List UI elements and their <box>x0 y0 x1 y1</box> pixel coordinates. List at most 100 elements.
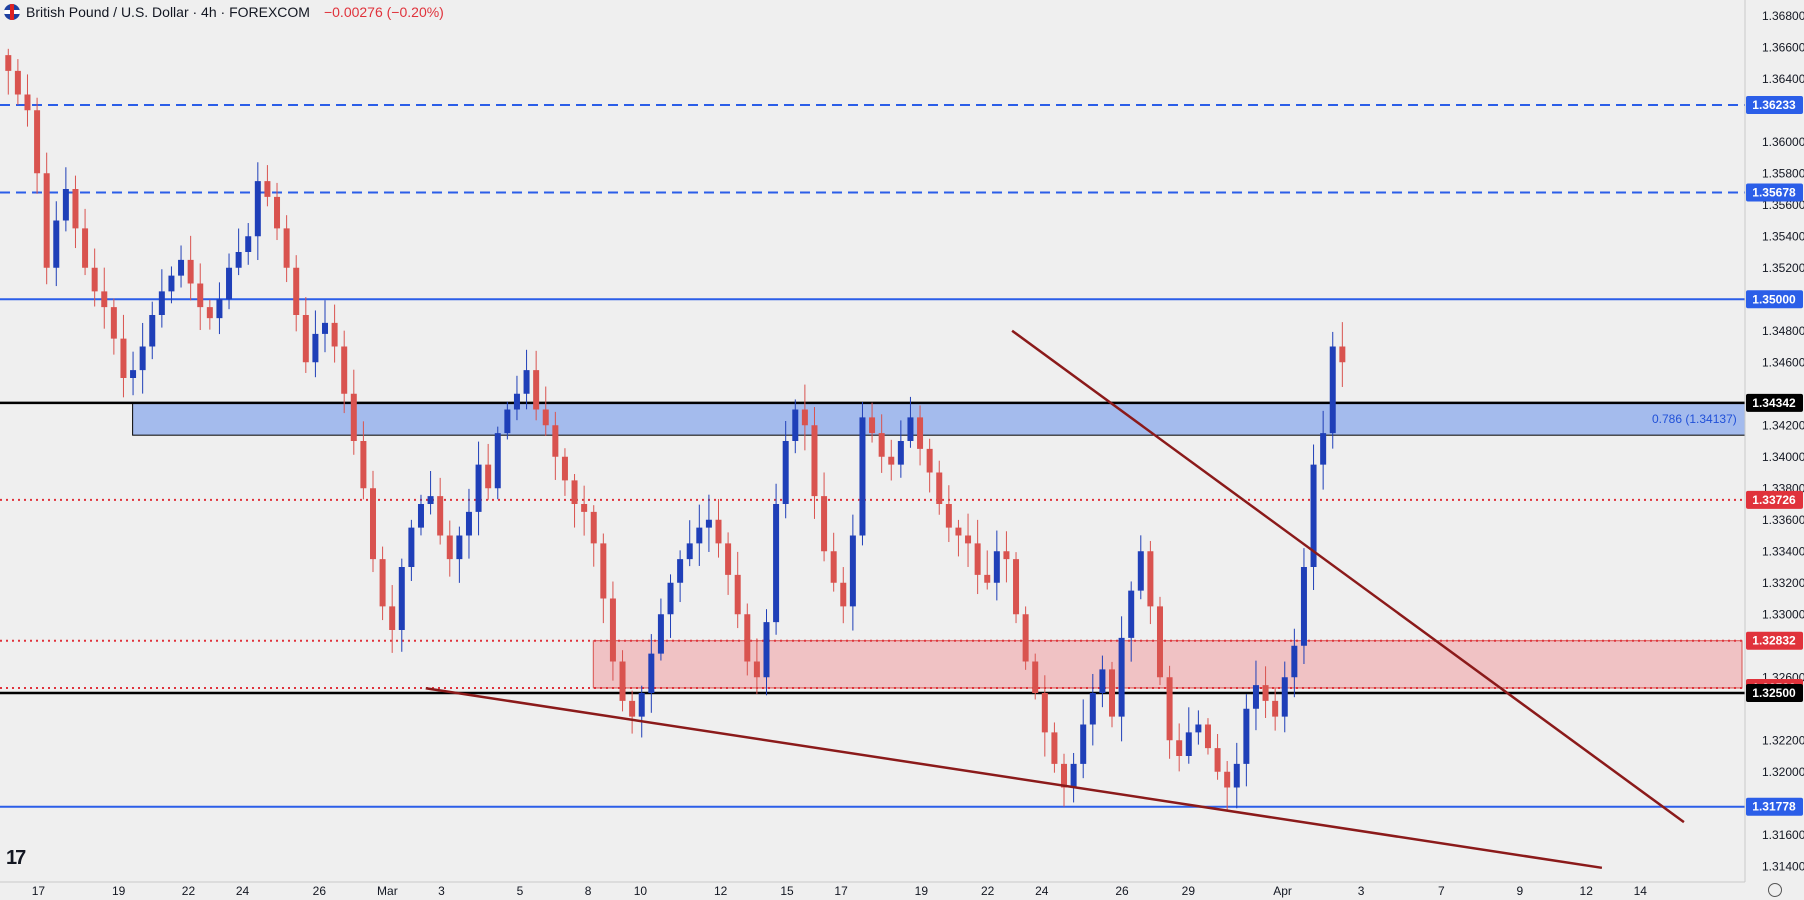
candle-body <box>91 267 98 292</box>
candle-body <box>561 456 568 481</box>
time-tick-label: 22 <box>182 884 196 898</box>
time-tick-label: 17 <box>834 884 848 898</box>
candle-body <box>725 543 732 575</box>
price-tick-label: 1.35200 <box>1762 261 1804 275</box>
level-label-bg <box>1746 96 1803 115</box>
candle-body <box>753 661 760 678</box>
time-tick-label: 17 <box>32 884 46 898</box>
candle-body <box>427 496 434 504</box>
candle-body <box>120 338 127 378</box>
candle-body <box>293 267 300 315</box>
candle-body <box>840 582 847 607</box>
candle-body <box>389 606 396 630</box>
candle-body <box>888 456 895 465</box>
candle-body <box>878 433 885 457</box>
level-label-1.33726: 1.33726 <box>1752 493 1796 507</box>
candle-body <box>322 322 329 334</box>
candle-body <box>1291 645 1298 678</box>
candle-body <box>34 110 41 174</box>
candle-body <box>638 693 645 717</box>
candle-body <box>1137 551 1144 591</box>
price-tick-label: 1.32000 <box>1762 765 1804 779</box>
chart-header: British Pound / U.S. Dollar · 4h · FOREX… <box>4 3 444 21</box>
time-tick-label: 10 <box>634 884 648 898</box>
price-tick-label: 1.33200 <box>1762 576 1804 590</box>
time-tick-label: 22 <box>981 884 995 898</box>
price-axis: 1.36800 1.36600 1.36400 1.36000 1.35800 1.356… <box>1744 0 1804 900</box>
candle-body <box>1051 732 1058 764</box>
candle-body <box>955 527 962 536</box>
candle-body <box>110 307 117 339</box>
trendline-2 <box>425 687 1603 870</box>
candle-body <box>264 181 271 197</box>
plot-area <box>0 48 1746 870</box>
candle-body <box>206 307 213 319</box>
candle-body <box>369 488 376 560</box>
candle-body <box>1214 748 1221 772</box>
candle-body <box>849 535 856 607</box>
candle-body <box>158 291 165 315</box>
candle-body <box>1320 433 1327 465</box>
price-change: −0.00276 (−0.20%) <box>323 4 444 20</box>
time-tick-label: 5 <box>517 884 524 898</box>
time-tick-label: 24 <box>236 884 250 898</box>
candle-body <box>408 527 415 567</box>
candle-body <box>965 535 972 544</box>
candle-body <box>974 543 981 575</box>
candle-body <box>763 622 770 678</box>
candle-body <box>715 519 722 544</box>
candle-body <box>130 370 137 378</box>
candle-body <box>1195 724 1202 733</box>
time-tick-label: 3 <box>1358 884 1365 898</box>
level-label-bg <box>1746 631 1803 650</box>
candle-body <box>456 535 463 560</box>
candle-body <box>801 409 808 426</box>
level-label-bg <box>1746 797 1803 816</box>
candle-body <box>235 252 242 268</box>
candle-body <box>984 574 991 583</box>
candle-body <box>485 464 492 489</box>
candle-body <box>571 480 578 504</box>
price-tick-label: 1.36000 <box>1762 135 1804 149</box>
level-label-bg <box>1746 290 1803 309</box>
instrument-title: British Pound / U.S. Dollar · 4h · FOREX… <box>26 4 310 20</box>
candle-body <box>629 700 636 717</box>
time-tick-label: 12 <box>1580 884 1594 898</box>
time-tick-label: 19 <box>915 884 929 898</box>
candle-body <box>226 267 233 300</box>
time-tick-label: Apr <box>1273 884 1292 898</box>
candle-body <box>1339 346 1346 363</box>
candle-body <box>1070 763 1077 788</box>
candle-body <box>600 543 607 599</box>
price-tick-label: 1.31400 <box>1762 859 1804 873</box>
candle-body <box>1147 551 1154 607</box>
candle-body <box>1329 346 1336 434</box>
candle-body <box>1089 693 1096 725</box>
time-tick-label: 29 <box>1182 884 1196 898</box>
candle-body <box>350 393 357 441</box>
candle-body <box>168 275 175 292</box>
candle-body <box>907 417 914 441</box>
candle-body <box>53 220 60 268</box>
candle-body <box>197 283 204 308</box>
candle-body <box>677 559 684 583</box>
candle-body <box>1003 551 1010 560</box>
level-label-bg <box>1746 393 1803 412</box>
level-label-1.36233: 1.36233 <box>1752 98 1796 112</box>
price-tick-label: 1.35800 <box>1762 166 1804 180</box>
candle-body <box>648 653 655 693</box>
candle-body <box>465 511 472 536</box>
candle-body <box>821 496 828 552</box>
time-axis: 17 19 22 24 26 Mar 3 5 8 10 12 15 17 19 22 24 26 29 Apr 3 7 9… <box>0 881 1745 898</box>
candle-body <box>5 55 12 71</box>
price-tick-label: 1.36600 <box>1762 40 1804 54</box>
candle-body <box>43 173 50 268</box>
candle-body <box>830 551 837 583</box>
time-tick-label: 7 <box>1438 884 1445 898</box>
axis-settings-icon[interactable] <box>1768 883 1782 897</box>
level-label-1.32500: 1.32500 <box>1752 686 1796 700</box>
candle-body <box>581 504 588 512</box>
time-tick-label: 19 <box>112 884 126 898</box>
candle-body <box>475 464 482 512</box>
